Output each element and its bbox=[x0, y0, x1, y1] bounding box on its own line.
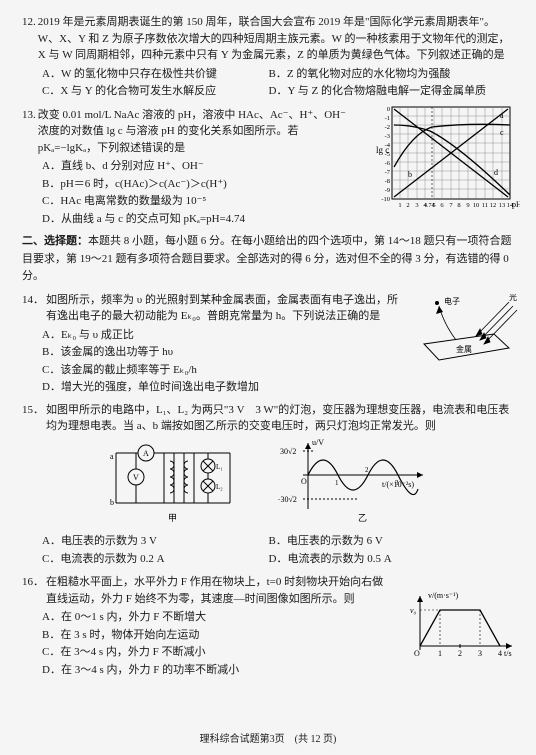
svg-text:t/s: t/s bbox=[504, 649, 512, 658]
svg-text:9: 9 bbox=[466, 202, 469, 209]
svg-text:7: 7 bbox=[449, 202, 453, 209]
svg-text:A: A bbox=[143, 449, 149, 458]
q14-num: 14． bbox=[22, 292, 44, 325]
svg-text:10: 10 bbox=[473, 202, 480, 209]
svg-text:a: a bbox=[110, 452, 114, 461]
q12-options: A．W 的氢化物中只存在极性共价键 B．Z 的氧化物对应的水化物均为强酸 C．X… bbox=[42, 66, 514, 101]
q13-optB: B．pH＝6 时，c(HAc)＞c(Ac⁻)＞c(H⁺) bbox=[42, 176, 356, 193]
q13-text: 改变 0.01 mol/L NaAc 溶液的 pH，溶液中 HAc、Ac⁻、H⁺… bbox=[38, 107, 356, 157]
svg-text:3: 3 bbox=[478, 649, 482, 658]
svg-text:v₀: v₀ bbox=[410, 606, 417, 615]
question-14: 14． 如图所示，频率为 υ 的光照射到某种金属表面，金属表面有电子逸出，所有逸… bbox=[22, 292, 514, 396]
svg-text:-4: -4 bbox=[385, 142, 391, 149]
svg-text:b: b bbox=[408, 170, 412, 179]
svg-text:2: 2 bbox=[458, 649, 462, 658]
q15-optA: A．电压表的示数为 3 V bbox=[42, 533, 269, 550]
q13-chart: a c d b lg c pH 0-1-2 -3-4-5 -6-7-8 -9-1… bbox=[368, 103, 520, 213]
svg-text:30√2: 30√2 bbox=[280, 447, 296, 456]
svg-text:-8: -8 bbox=[385, 178, 390, 185]
svg-text:金属: 金属 bbox=[456, 344, 472, 354]
q15-num: 15． bbox=[22, 402, 44, 435]
q16-optC: C．在 3～4 s 内，外力 F 不断减小 bbox=[42, 644, 394, 661]
svg-text:3: 3 bbox=[415, 202, 418, 209]
q15-sine-diagram: 30√2 −30√2 u/V O 123 t/(×10⁻²s) 乙 bbox=[278, 439, 428, 530]
question-13: 13. 改变 0.01 mol/L NaAc 溶液的 pH，溶液中 HAc、Ac… bbox=[22, 107, 514, 228]
svg-text:d: d bbox=[494, 168, 498, 177]
section-2-heading: 二、选择题：本题共 8 小题，每小题 6 分。在每小题给出的四个选项中，第 14… bbox=[22, 233, 514, 286]
svg-text:-6: -6 bbox=[385, 160, 391, 167]
question-16: 16． 在粗糙水平面上，水平外力 F 作用在物块上，t=0 时刻物块开始向右做直… bbox=[22, 574, 514, 678]
svg-text:-7: -7 bbox=[385, 169, 391, 176]
svg-text:-2: -2 bbox=[385, 124, 390, 131]
svg-text:-10: -10 bbox=[381, 196, 390, 203]
q12-num: 12. bbox=[22, 14, 36, 64]
q15-text: 如图甲所示的电路中，L₁、L₂ 为两只"3 V 3 W"的灯泡，变压器为理想变压… bbox=[46, 402, 514, 435]
svg-text:0: 0 bbox=[387, 106, 390, 113]
q12-optD: D．Y 与 Z 的化合物熔融电解一定得金属单质 bbox=[269, 83, 496, 100]
q14-diagram: 金属 光 电子 bbox=[414, 294, 519, 372]
svg-text:c: c bbox=[500, 128, 504, 137]
svg-text:O: O bbox=[414, 649, 420, 658]
svg-text:V: V bbox=[133, 473, 139, 482]
q14-optD: D．增大光的强度，单位时间逸出电子数增加 bbox=[42, 379, 514, 396]
question-12: 12. 2019 年是元素周期表诞生的第 150 周年，联合国大会宣布 2019… bbox=[22, 14, 514, 101]
svg-text:光: 光 bbox=[509, 294, 517, 302]
q15-optB: B．电压表的示数为 6 V bbox=[269, 533, 496, 550]
q13-num: 13. bbox=[22, 107, 36, 157]
section-2-title: 二、选择题： bbox=[22, 235, 88, 247]
q13-optC: C．HAc 电离常数的数量级为 10⁻⁵ bbox=[42, 193, 356, 210]
section-2-text: 本题共 8 小题，每小题 6 分。在每小题给出的四个选项中，第 14～18 题只… bbox=[22, 235, 512, 282]
q15-optC: C．电流表的示数为 0.2 A bbox=[42, 551, 269, 568]
q12-optA: A．W 的氢化物中只存在极性共价键 bbox=[42, 66, 269, 83]
q16-optA: A．在 0～1 s 内，外力 F 不断增大 bbox=[42, 609, 394, 626]
svg-text:L₁: L₁ bbox=[216, 463, 223, 471]
svg-text:乙: 乙 bbox=[358, 513, 367, 523]
svg-text:4: 4 bbox=[498, 649, 502, 658]
svg-text:-1: -1 bbox=[385, 115, 390, 122]
page-footer: 理科综合试题第3页 (共 12 页) bbox=[0, 732, 536, 747]
q16-optD: D．在 3～4 s 内，外力 F 的功率不断减小 bbox=[42, 662, 394, 679]
q13-optA: A．直线 b、d 分别对应 H⁺、OH⁻ bbox=[42, 158, 356, 175]
svg-text:1: 1 bbox=[335, 479, 339, 487]
svg-text:1: 1 bbox=[398, 202, 401, 209]
svg-text:电子: 电子 bbox=[444, 296, 460, 306]
svg-text:11: 11 bbox=[482, 202, 488, 209]
svg-text:L₂: L₂ bbox=[216, 483, 223, 491]
q13-optD: D．从曲线 a 与 c 的交点可知 pKₐ=pH=4.74 bbox=[42, 211, 356, 228]
svg-text:12: 12 bbox=[490, 202, 497, 209]
svg-text:u/V: u/V bbox=[312, 439, 324, 447]
svg-text:-9: -9 bbox=[385, 187, 390, 194]
q16-num: 16． bbox=[22, 574, 44, 607]
svg-text:b: b bbox=[110, 498, 114, 507]
q14-text: 如图所示，频率为 υ 的光照射到某种金属表面，金属表面有电子逸出，所有逸出电子的… bbox=[46, 292, 404, 325]
q12-text: 2019 年是元素周期表诞生的第 150 周年，联合国大会宣布 2019 年是"… bbox=[38, 14, 514, 64]
svg-text:8: 8 bbox=[457, 202, 460, 209]
q16-optB: B．在 3 s 时，物体开始向左运动 bbox=[42, 627, 394, 644]
q12-optB: B．Z 的氧化物对应的水化物均为强酸 bbox=[269, 66, 496, 83]
q15-circuit-diagram: A a b V L₁ L₂ 甲 bbox=[108, 439, 238, 530]
svg-text:a: a bbox=[500, 111, 504, 120]
svg-text:甲: 甲 bbox=[168, 513, 177, 523]
svg-text:t/(×10⁻²s): t/(×10⁻²s) bbox=[382, 480, 414, 489]
svg-text:2: 2 bbox=[406, 202, 409, 209]
svg-text:14: 14 bbox=[507, 202, 514, 209]
svg-text:2: 2 bbox=[365, 466, 369, 474]
q12-optC: C．X 与 Y 的化合物可发生水解反应 bbox=[42, 83, 269, 100]
q16-chart: v₀ v/(m·s⁻¹) t/s O 1 2 3 4 bbox=[404, 590, 519, 660]
svg-text:O: O bbox=[301, 477, 307, 486]
svg-text:6: 6 bbox=[440, 202, 444, 209]
svg-text:-3: -3 bbox=[385, 133, 390, 140]
svg-text:1: 1 bbox=[438, 649, 442, 658]
svg-text:4.74: 4.74 bbox=[424, 203, 435, 209]
svg-text:v/(m·s⁻¹): v/(m·s⁻¹) bbox=[428, 591, 459, 600]
q15-optD: D．电流表的示数为 0.5 A bbox=[269, 551, 496, 568]
question-15: 15． 如图甲所示的电路中，L₁、L₂ 为两只"3 V 3 W"的灯泡，变压器为… bbox=[22, 402, 514, 569]
svg-text:-5: -5 bbox=[385, 151, 390, 158]
svg-text:−30√2: −30√2 bbox=[278, 495, 297, 504]
svg-text:13: 13 bbox=[499, 202, 506, 209]
